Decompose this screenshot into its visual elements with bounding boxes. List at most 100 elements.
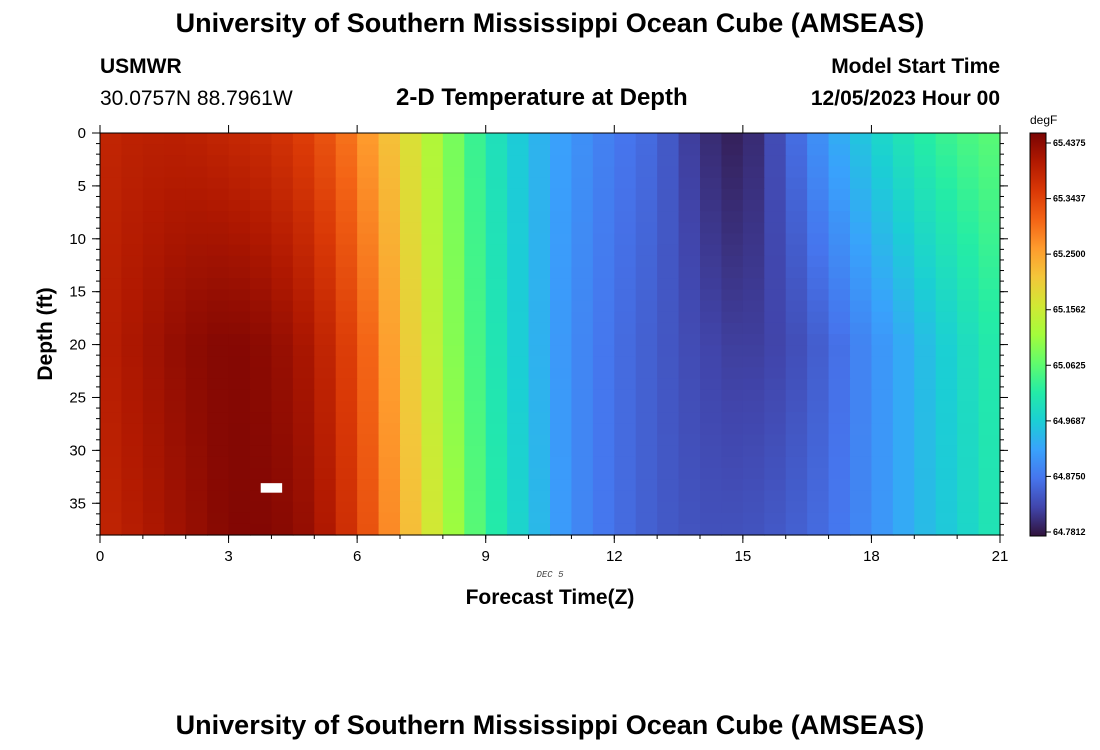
heatmap-cell [550,144,573,156]
heatmap-cell [807,456,830,469]
heatmap-cell [442,166,465,179]
heatmap-cell [292,334,315,346]
heatmap-cell [592,222,615,235]
heatmap-cell [871,356,894,369]
heatmap-cell [464,244,487,257]
heatmap-cell [700,177,723,190]
heatmap-cell [485,255,508,268]
heatmap-cell [657,289,680,302]
heatmap-cell [185,423,208,436]
heatmap-cell [635,367,658,380]
heatmap-cell [142,389,165,402]
heatmap-cell [442,456,465,469]
heatmap-cell [657,334,680,346]
heatmap-cell [164,445,187,458]
heatmap-cell [400,244,423,257]
heatmap-cell [957,177,980,190]
heatmap-cell [485,423,508,436]
heatmap-cell [185,479,208,491]
heatmap-cell [421,423,444,436]
heatmap-cell [378,468,401,480]
heatmap-cell [507,144,530,156]
heatmap-cell [185,244,208,257]
heatmap-cell [892,289,915,302]
heatmap-cell [378,456,401,469]
heatmap-cell [550,255,573,268]
heatmap-cell [635,289,658,302]
heatmap-cell [507,244,530,257]
heatmap-cell [614,133,637,145]
heatmap-cell [550,278,573,290]
heatmap-cell [807,523,830,536]
heatmap-cell [271,367,294,380]
heatmap-cell [335,188,358,201]
heatmap-cell [700,423,723,436]
heatmap-cell [764,423,787,436]
heatmap-cell [700,200,723,212]
heatmap-cell [785,479,808,491]
heatmap-cell [614,345,637,357]
heatmap-cell [571,233,594,246]
heatmap-cell [100,523,123,536]
heatmap-cell [678,155,701,168]
heatmap-cell [850,322,873,335]
heatmap-cell [614,289,637,302]
heatmap-cell [785,233,808,246]
heatmap-cell [314,501,337,514]
heatmap-cell [164,200,187,212]
heatmap-cell [764,523,787,536]
heatmap-cell [421,512,444,525]
heatmap-cell [935,322,958,335]
heatmap-cell [807,222,830,235]
heatmap-cell [657,401,680,413]
heatmap-cell [400,356,423,369]
y-tick-label: 35 [69,495,86,512]
heatmap-cell [700,445,723,458]
colorbar-tick-label: 65.3437 [1053,194,1086,204]
heatmap-cell [850,501,873,514]
heatmap-cell [528,523,551,536]
heatmap-cell [357,334,380,346]
heatmap-cell [785,133,808,145]
heatmap-cell [228,401,251,413]
heatmap-cell [292,211,315,223]
heatmap-cell [850,356,873,369]
heatmap-cell [164,423,187,436]
heatmap-cell [914,222,937,235]
heatmap-cell [228,177,251,190]
heatmap-cell [614,200,637,212]
heatmap-cell [892,389,915,402]
heatmap-cell [678,267,701,279]
heatmap-cell [935,401,958,413]
heatmap-cell [378,144,401,156]
heatmap-cell [678,177,701,190]
heatmap-cell [528,255,551,268]
heatmap-cell [378,445,401,458]
heatmap-cell [271,456,294,469]
heatmap-cell [892,523,915,536]
heatmap-cell [442,468,465,480]
heatmap-cell [700,501,723,514]
heatmap-cell [528,468,551,480]
heatmap-cell [807,144,830,156]
heatmap-cell [721,133,744,145]
heatmap-cell [292,322,315,335]
heatmap-cell [550,188,573,201]
heatmap-cell [957,211,980,223]
heatmap-cell [550,490,573,503]
heatmap-cell [592,166,615,179]
heatmap-cell [742,501,765,514]
heatmap-cell [442,311,465,324]
heatmap-cell [614,423,637,436]
heatmap-cell [871,389,894,402]
heatmap-cell [335,401,358,413]
heatmap-cell [742,378,765,391]
heatmap-cell [592,367,615,380]
heatmap-cell [721,155,744,168]
heatmap-cell [892,423,915,436]
heatmap-cell [121,345,144,357]
heatmap-cell [271,166,294,179]
heatmap-cell [421,311,444,324]
heatmap-cell [142,412,165,424]
y-tick-label: 30 [69,442,86,459]
